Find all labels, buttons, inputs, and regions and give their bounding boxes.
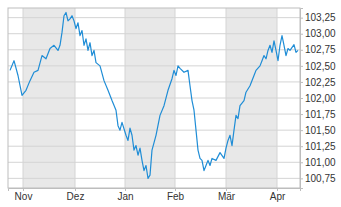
x-tick-label: Nov <box>15 191 33 202</box>
y-tick-mark <box>300 82 303 83</box>
y-tick-label: 102,00 <box>305 93 336 104</box>
y-tick-mark <box>300 146 303 147</box>
x-tick: Nov <box>15 188 33 202</box>
grid-line <box>23 8 24 188</box>
y-tick-label: 101,00 <box>305 157 336 168</box>
x-tick: Jan <box>117 188 133 202</box>
y-tick-label: 100,75 <box>305 173 336 184</box>
grid-line <box>8 98 300 99</box>
grid-line <box>125 8 126 188</box>
y-tick: 101,25 <box>300 141 336 152</box>
y-tick: 103,00 <box>300 28 336 39</box>
x-tick-label: Apr <box>270 191 286 202</box>
x-axis: Nov Dez Jan Feb Mär Apr <box>9 188 301 202</box>
grid-line <box>8 81 300 82</box>
grid-line <box>8 162 300 163</box>
y-tick: 103,25 <box>300 12 336 23</box>
y-axis: 100,75 101,00 101,25 101,50 101,75 102,00 102,… <box>300 9 336 189</box>
grid-line <box>8 130 300 131</box>
grid-line <box>8 65 300 66</box>
y-tick-mark <box>300 66 303 67</box>
grid-line <box>175 8 176 188</box>
y-tick-mark <box>300 130 303 131</box>
y-tick-mark <box>300 18 303 19</box>
x-tick-label: Jan <box>117 191 133 202</box>
y-tick-label: 101,75 <box>305 109 336 120</box>
y-tick: 102,75 <box>300 44 336 55</box>
grid-line <box>8 17 300 18</box>
grid-line <box>8 178 300 179</box>
y-tick-label: 103,25 <box>305 12 336 23</box>
grid-line <box>8 114 300 115</box>
y-tick: 101,00 <box>300 157 336 168</box>
grid-line <box>8 49 300 50</box>
y-tick-mark <box>300 34 303 35</box>
x-tick-label: Dez <box>67 191 85 202</box>
y-tick: 101,50 <box>300 125 336 136</box>
y-tick-mark <box>300 114 303 115</box>
y-tick-mark <box>300 162 303 163</box>
y-tick: 102,25 <box>300 77 336 88</box>
y-tick-label: 103,00 <box>305 28 336 39</box>
x-axis-line <box>9 189 301 192</box>
plot-frame <box>8 8 300 188</box>
y-tick-mark <box>300 178 303 179</box>
x-tick-label: Mär <box>218 191 236 202</box>
y-tick-label: 102,25 <box>305 77 336 88</box>
plot-area <box>10 13 298 179</box>
x-tick: Feb <box>167 188 185 202</box>
price-line <box>10 13 298 179</box>
y-tick-label: 102,50 <box>305 61 336 72</box>
y-tick: 102,00 <box>300 93 336 104</box>
grid-line <box>8 146 300 147</box>
y-tick: 101,75 <box>300 109 336 120</box>
grid-line <box>75 8 76 188</box>
grid-line <box>277 8 278 188</box>
y-tick-mark <box>300 98 303 99</box>
y-tick-label: 101,50 <box>305 125 336 136</box>
grid-line <box>8 33 300 34</box>
grid <box>8 8 300 188</box>
x-tick: Mär <box>218 188 236 202</box>
x-tick: Apr <box>270 188 286 202</box>
y-tick: 100,75 <box>300 173 336 184</box>
x-tick: Dez <box>67 188 85 202</box>
y-axis-line <box>301 9 304 189</box>
chart: 100,75 101,00 101,25 101,50 101,75 102,00 102,… <box>0 0 341 207</box>
y-tick: 102,50 <box>300 61 336 72</box>
x-tick-label: Feb <box>167 191 185 202</box>
y-tick-label: 102,75 <box>305 44 336 55</box>
grid-line <box>226 8 227 188</box>
y-tick-label: 101,25 <box>305 141 336 152</box>
y-tick-mark <box>300 50 303 51</box>
